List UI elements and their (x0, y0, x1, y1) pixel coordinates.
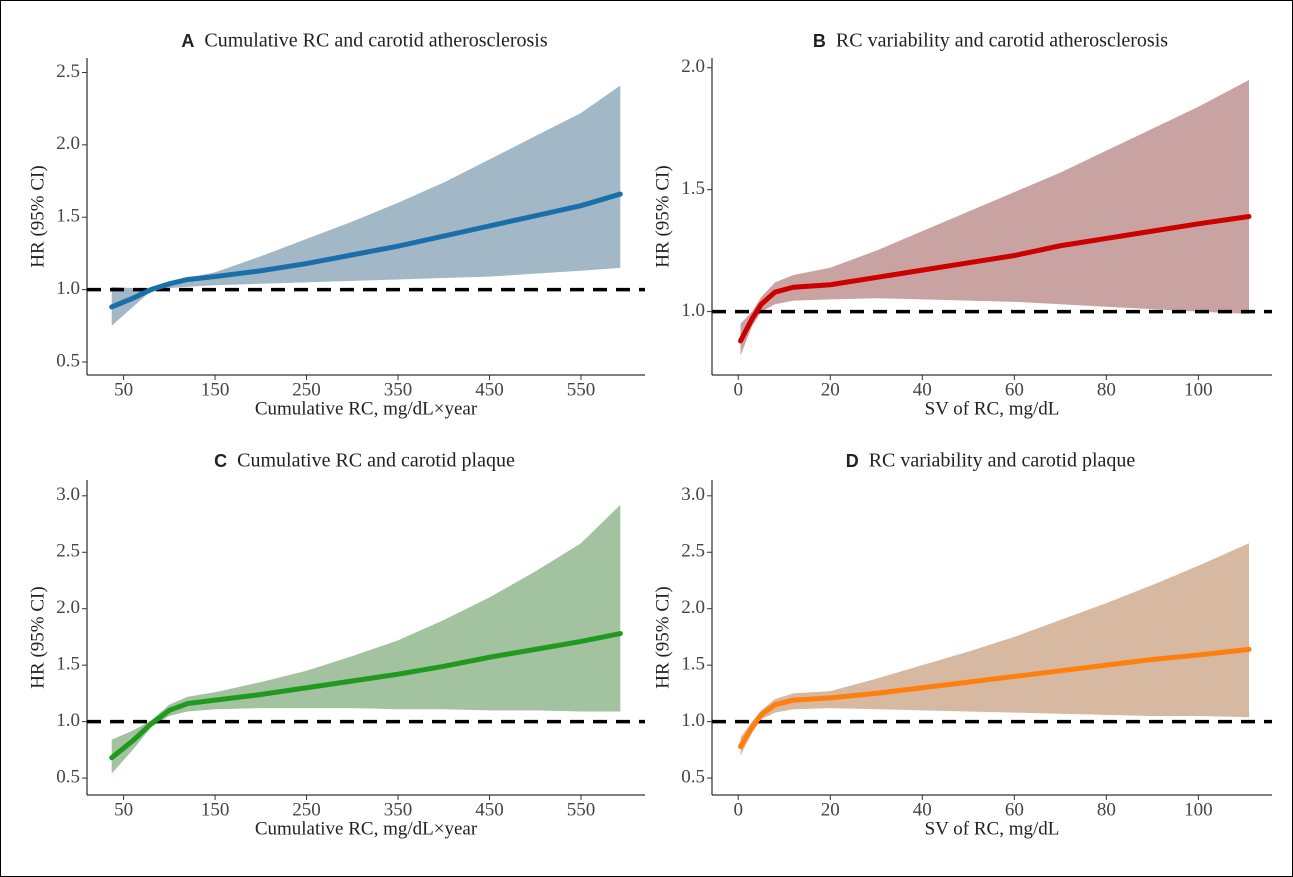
y-tick-label: 1.5 (681, 654, 705, 675)
x-tick-label: 40 (913, 799, 932, 820)
panel-letter: B (813, 31, 826, 51)
x-tick-label: 250 (292, 799, 321, 820)
panel-letter: C (214, 451, 227, 471)
y-axis-label: HR (95% CI) (27, 165, 48, 267)
y-tick-label: 2.5 (56, 541, 80, 562)
x-tick-label: 150 (201, 379, 230, 400)
x-tick-label: 550 (567, 379, 596, 400)
x-tick-label: 350 (384, 379, 413, 400)
x-tick-label: 100 (1184, 799, 1213, 820)
y-tick-label: 1.5 (681, 178, 705, 199)
x-tick-label: 550 (567, 799, 596, 820)
x-axis-label: Cumulative RC, mg/dL×year (255, 398, 478, 419)
x-tick-label: 350 (384, 799, 413, 820)
x-tick-label: 0 (733, 799, 743, 820)
ci-band (111, 85, 621, 326)
panel-letter: A (181, 31, 194, 51)
panel-letter: D (846, 451, 859, 471)
y-tick-label: 1.5 (56, 206, 80, 227)
y-tick-label: 2.0 (56, 133, 80, 154)
x-tick-label: 450 (475, 799, 504, 820)
ci-band (111, 504, 621, 774)
y-tick-label: 2.5 (681, 541, 705, 562)
y-tick-label: 1.0 (681, 710, 705, 731)
y-tick-label: 0.5 (681, 766, 705, 787)
panel-title: RC variability and carotid atheroscleros… (836, 30, 1168, 52)
y-tick-label: 0.5 (56, 350, 80, 371)
y-axis-label: HR (95% CI) (27, 586, 48, 688)
y-tick-label: 2.0 (56, 597, 80, 618)
y-tick-label: 0.5 (56, 766, 80, 787)
hr-curve (738, 646, 1252, 749)
y-axis-label: HR (95% CI) (652, 165, 673, 267)
y-tick-label: 2.0 (681, 56, 705, 77)
x-axis-label: Cumulative RC, mg/dL×year (255, 818, 478, 839)
y-tick-label: 3.0 (56, 484, 80, 505)
hr-curve (109, 191, 623, 310)
panel-title: Cumulative RC and carotid atherosclerosi… (204, 30, 547, 52)
x-tick-label: 250 (292, 379, 321, 400)
x-tick-label: 50 (114, 379, 133, 400)
x-tick-label: 50 (114, 799, 133, 820)
y-axis-label: HR (95% CI) (652, 586, 673, 688)
x-tick-label: 40 (913, 379, 932, 400)
y-tick-label: 1.0 (56, 278, 80, 299)
y-tick-label: 2.5 (56, 61, 80, 82)
x-tick-label: 20 (821, 799, 840, 820)
y-tick-label: 1.0 (56, 710, 80, 731)
panel-title: Cumulative RC and carotid plaque (237, 450, 515, 472)
y-tick-label: 1.0 (681, 300, 705, 321)
x-tick-label: 450 (475, 379, 504, 400)
x-tick-label: 60 (1005, 379, 1024, 400)
hr-curve (109, 631, 623, 761)
x-tick-label: 100 (1184, 379, 1213, 400)
y-tick-label: 2.0 (681, 597, 705, 618)
x-axis-label: SV of RC, mg/dL (925, 818, 1060, 839)
x-tick-label: 0 (733, 379, 743, 400)
ci-band (740, 543, 1249, 756)
x-tick-label: 60 (1005, 799, 1024, 820)
y-tick-label: 3.0 (681, 484, 705, 505)
y-tick-label: 1.5 (56, 654, 80, 675)
x-tick-label: 20 (821, 379, 840, 400)
x-tick-label: 80 (1097, 799, 1116, 820)
x-tick-label: 150 (201, 799, 230, 820)
x-tick-label: 80 (1097, 379, 1116, 400)
panel-title: RC variability and carotid plaque (869, 450, 1136, 472)
ci-band (740, 79, 1249, 356)
x-axis-label: SV of RC, mg/dL (925, 398, 1060, 419)
hr-curve (738, 214, 1252, 344)
